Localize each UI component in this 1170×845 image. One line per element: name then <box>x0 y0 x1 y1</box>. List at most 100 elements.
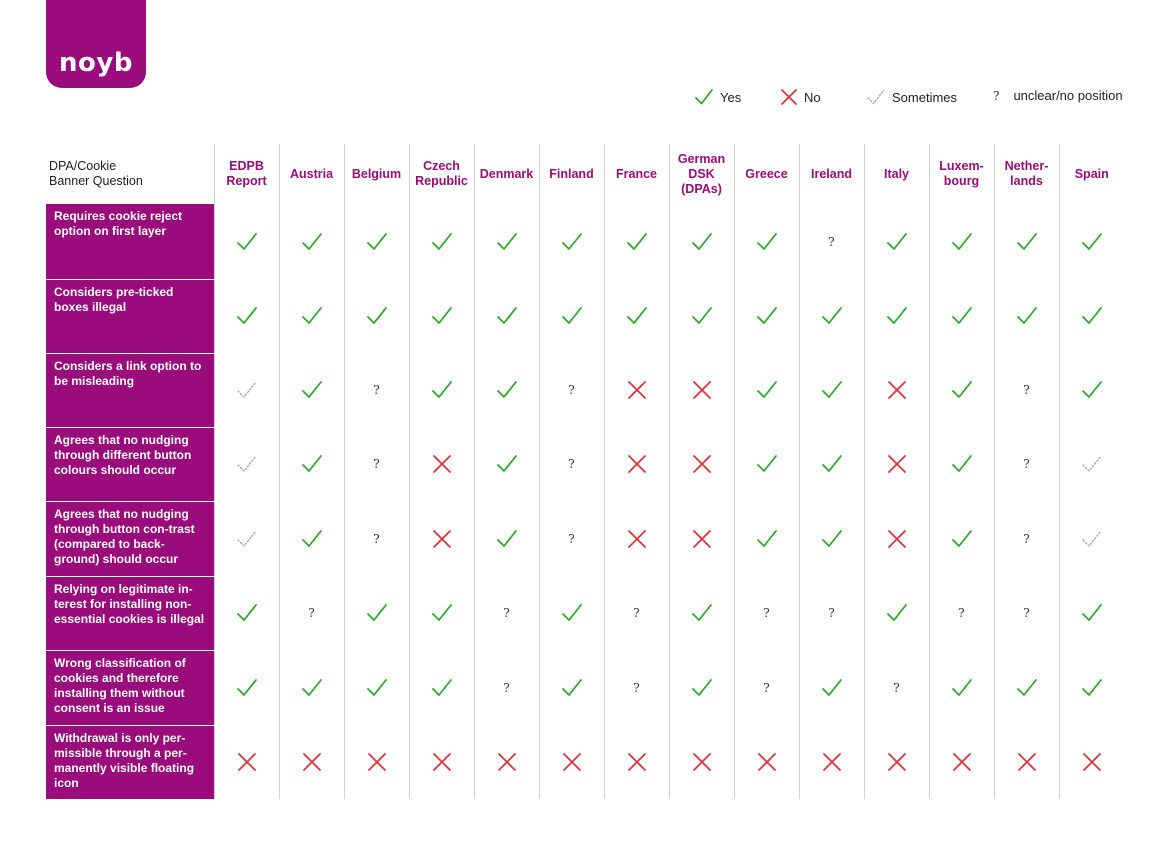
cross-icon <box>692 381 711 399</box>
cross-icon <box>627 381 646 399</box>
checkmark-icon <box>301 232 322 250</box>
checkmark-icon <box>431 307 452 324</box>
answer-cell-unclear: ? <box>993 501 1059 576</box>
answer-cell-yes <box>473 279 539 353</box>
cross-icon <box>432 529 451 548</box>
column-header: Nether-lands <box>993 144 1059 204</box>
noyb-logo: noyb <box>46 0 146 88</box>
checkmark-icon <box>626 307 647 324</box>
answer-cell-yes <box>278 279 344 353</box>
checkmark-icon <box>951 232 972 250</box>
cross-icon <box>887 753 906 771</box>
cross-icon <box>952 753 971 771</box>
question-mark-icon: ? <box>633 680 640 695</box>
cross-icon <box>432 753 451 771</box>
dotted-checkmark-icon <box>236 455 257 472</box>
answer-cell-no <box>408 427 474 501</box>
checkmark-icon <box>496 232 517 250</box>
legend-yes-label: Yes <box>720 89 742 105</box>
answer-cell-sometimes <box>213 501 279 576</box>
answer-cell-yes <box>928 501 994 576</box>
cross-icon <box>432 455 451 473</box>
answer-cell-no <box>928 725 994 799</box>
answer-cell-yes <box>928 353 994 427</box>
question-mark-icon: ? <box>308 606 315 620</box>
checkmark-icon <box>496 455 517 472</box>
column-header: Austria <box>278 144 344 204</box>
question-mark-icon: ? <box>893 680 900 695</box>
checkmark-icon <box>561 678 582 696</box>
answer-cell-no <box>863 427 929 501</box>
answer-cell-yes <box>1058 353 1124 427</box>
checkmark-icon <box>236 678 257 696</box>
answer-cell-no <box>863 353 929 427</box>
answer-cell-unclear: ? <box>863 650 929 725</box>
answer-cell-yes <box>278 427 344 501</box>
answer-cell-yes <box>863 204 929 279</box>
checkmark-icon <box>695 89 713 105</box>
column-header: Belgium <box>343 144 409 204</box>
answer-cell-yes <box>343 576 409 650</box>
answer-cell-yes <box>343 279 409 353</box>
checkmark-icon <box>691 232 712 250</box>
answer-cell-unclear: ? <box>538 427 604 501</box>
checkmark-icon <box>236 232 257 250</box>
answer-cell-yes <box>993 279 1059 353</box>
answer-cell-yes <box>928 650 994 725</box>
question-mark-icon: ? <box>763 606 770 620</box>
column-header: Spain <box>1058 144 1124 204</box>
answer-cell-unclear: ? <box>343 427 409 501</box>
answer-cell-yes <box>473 427 539 501</box>
answer-cell-yes <box>1058 279 1124 353</box>
checkmark-icon <box>301 678 322 696</box>
answer-cell-yes <box>473 353 539 427</box>
answer-cell-no <box>863 501 929 576</box>
checkmark-icon <box>301 307 322 324</box>
legend: Yes No Sometimes ? unclear/no position <box>0 88 1170 108</box>
question-mark-icon: ? <box>568 383 575 397</box>
answer-cell-yes <box>213 204 279 279</box>
answer-cell-yes <box>1058 650 1124 725</box>
answer-cell-no <box>733 725 799 799</box>
question-mark-icon: ? <box>828 234 835 249</box>
cookie-banner-comparison-table: DPA/Cookie Banner Question EDPB Report Aust… <box>46 144 1124 800</box>
answer-cell-yes <box>668 279 734 353</box>
answer-cell-no <box>213 725 279 799</box>
checkmark-icon <box>951 529 972 547</box>
checkmark-icon <box>431 604 452 621</box>
question-column-header: DPA/Cookie Banner Question <box>49 159 143 188</box>
answer-cell-no <box>668 353 734 427</box>
answer-cell-yes <box>733 427 799 501</box>
cross-icon <box>1017 753 1036 771</box>
cross-icon <box>692 529 711 548</box>
answer-cell-yes <box>733 501 799 576</box>
checkmark-icon <box>886 604 907 621</box>
answer-cell-yes <box>473 501 539 576</box>
answer-cell-no <box>863 725 929 799</box>
answer-cell-yes <box>343 650 409 725</box>
answer-cell-unclear: ? <box>603 576 669 650</box>
answer-cell-unclear: ? <box>473 650 539 725</box>
dotted-checkmark-icon <box>1082 455 1102 472</box>
checkmark-icon <box>366 232 387 250</box>
answer-cell-no <box>408 725 474 799</box>
answer-cell-unclear: ? <box>733 576 799 650</box>
legend-no: No <box>780 88 821 106</box>
checkmark-icon <box>366 678 387 696</box>
cross-icon <box>497 753 516 771</box>
cross-icon <box>627 753 646 771</box>
answer-cell-unclear: ? <box>538 353 604 427</box>
checkmark-icon <box>431 232 452 250</box>
answer-cell-yes <box>213 650 279 725</box>
cross-icon <box>692 753 711 771</box>
checkmark-icon <box>951 678 972 696</box>
answer-cell-no <box>603 501 669 576</box>
question-mark-icon: ? <box>503 680 510 695</box>
column-header: Czech Republic <box>408 144 474 204</box>
answer-cell-yes <box>1058 576 1124 650</box>
checkmark-icon <box>951 455 972 472</box>
answer-cell-unclear: ? <box>603 650 669 725</box>
checkmark-icon <box>366 307 387 324</box>
answer-cell-yes <box>408 353 474 427</box>
column-header: Greece <box>733 144 799 204</box>
